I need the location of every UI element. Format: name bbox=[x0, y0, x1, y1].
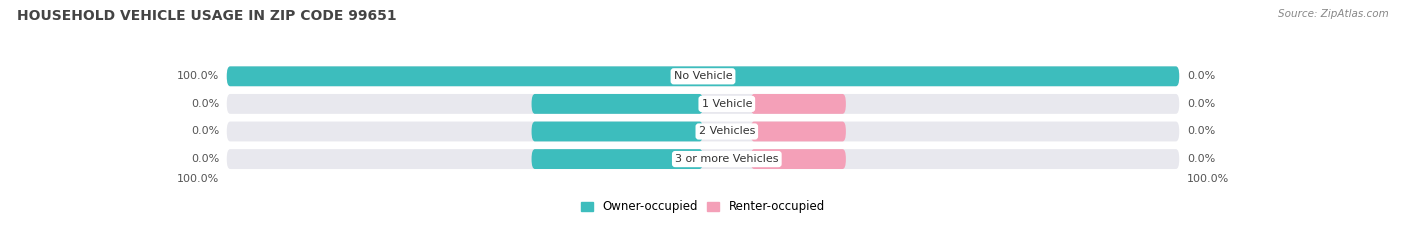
Text: 0.0%: 0.0% bbox=[191, 127, 219, 136]
Text: 100.0%: 100.0% bbox=[177, 71, 219, 81]
FancyBboxPatch shape bbox=[226, 66, 1180, 86]
FancyBboxPatch shape bbox=[751, 121, 846, 141]
Text: Source: ZipAtlas.com: Source: ZipAtlas.com bbox=[1278, 9, 1389, 19]
Text: 1 Vehicle: 1 Vehicle bbox=[702, 99, 752, 109]
FancyBboxPatch shape bbox=[531, 149, 703, 169]
Text: 2 Vehicles: 2 Vehicles bbox=[699, 127, 755, 136]
FancyBboxPatch shape bbox=[226, 94, 1180, 114]
Text: HOUSEHOLD VEHICLE USAGE IN ZIP CODE 99651: HOUSEHOLD VEHICLE USAGE IN ZIP CODE 9965… bbox=[17, 9, 396, 23]
Legend: Owner-occupied, Renter-occupied: Owner-occupied, Renter-occupied bbox=[581, 200, 825, 213]
Text: No Vehicle: No Vehicle bbox=[673, 71, 733, 81]
FancyBboxPatch shape bbox=[531, 94, 703, 114]
Text: 0.0%: 0.0% bbox=[1187, 154, 1215, 164]
Text: 0.0%: 0.0% bbox=[1187, 99, 1215, 109]
Text: 3 or more Vehicles: 3 or more Vehicles bbox=[675, 154, 779, 164]
Text: 0.0%: 0.0% bbox=[191, 154, 219, 164]
FancyBboxPatch shape bbox=[226, 66, 1180, 86]
Text: 100.0%: 100.0% bbox=[1187, 174, 1229, 184]
FancyBboxPatch shape bbox=[751, 94, 846, 114]
Text: 0.0%: 0.0% bbox=[1187, 127, 1215, 136]
Text: 100.0%: 100.0% bbox=[177, 174, 219, 184]
FancyBboxPatch shape bbox=[531, 121, 703, 141]
Text: 0.0%: 0.0% bbox=[1187, 71, 1215, 81]
Text: 0.0%: 0.0% bbox=[191, 99, 219, 109]
FancyBboxPatch shape bbox=[226, 149, 1180, 169]
FancyBboxPatch shape bbox=[751, 149, 846, 169]
FancyBboxPatch shape bbox=[226, 121, 1180, 141]
